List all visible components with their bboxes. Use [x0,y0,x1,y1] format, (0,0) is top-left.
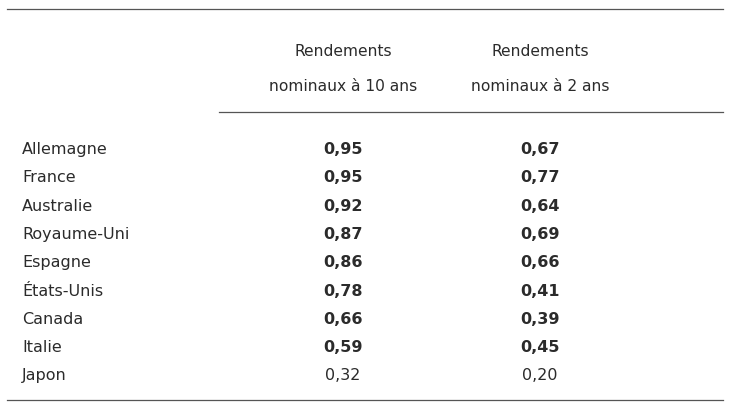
Text: 0,95: 0,95 [323,170,363,185]
Text: 0,69: 0,69 [520,227,560,241]
Text: Italie: Italie [22,339,61,354]
Text: 0,95: 0,95 [323,142,363,157]
Text: 0,32: 0,32 [326,368,361,382]
Text: Allemagne: Allemagne [22,142,107,157]
Text: 0,67: 0,67 [520,142,560,157]
Text: 0,66: 0,66 [323,311,363,326]
Text: Royaume-Uni: Royaume-Uni [22,227,129,241]
Text: Espagne: Espagne [22,255,91,270]
Text: 0,45: 0,45 [520,339,560,354]
Text: 0,77: 0,77 [520,170,560,185]
Text: 0,64: 0,64 [520,198,560,213]
Text: France: France [22,170,75,185]
Text: Japon: Japon [22,368,66,382]
Text: 0,92: 0,92 [323,198,363,213]
Text: Australie: Australie [22,198,93,213]
Text: États-Unis: États-Unis [22,283,103,298]
Text: 0,86: 0,86 [323,255,363,270]
Text: Canada: Canada [22,311,83,326]
Text: 0,87: 0,87 [323,227,363,241]
Text: 0,66: 0,66 [520,255,560,270]
Text: 0,78: 0,78 [323,283,363,298]
Text: Rendements: Rendements [491,44,589,58]
Text: 0,20: 0,20 [523,368,558,382]
Text: Rendements: Rendements [294,44,392,58]
Text: nominaux à 2 ans: nominaux à 2 ans [471,79,610,93]
Text: 0,41: 0,41 [520,283,560,298]
Text: 0,59: 0,59 [323,339,363,354]
Text: nominaux à 10 ans: nominaux à 10 ans [269,79,418,93]
Text: 0,39: 0,39 [520,311,560,326]
